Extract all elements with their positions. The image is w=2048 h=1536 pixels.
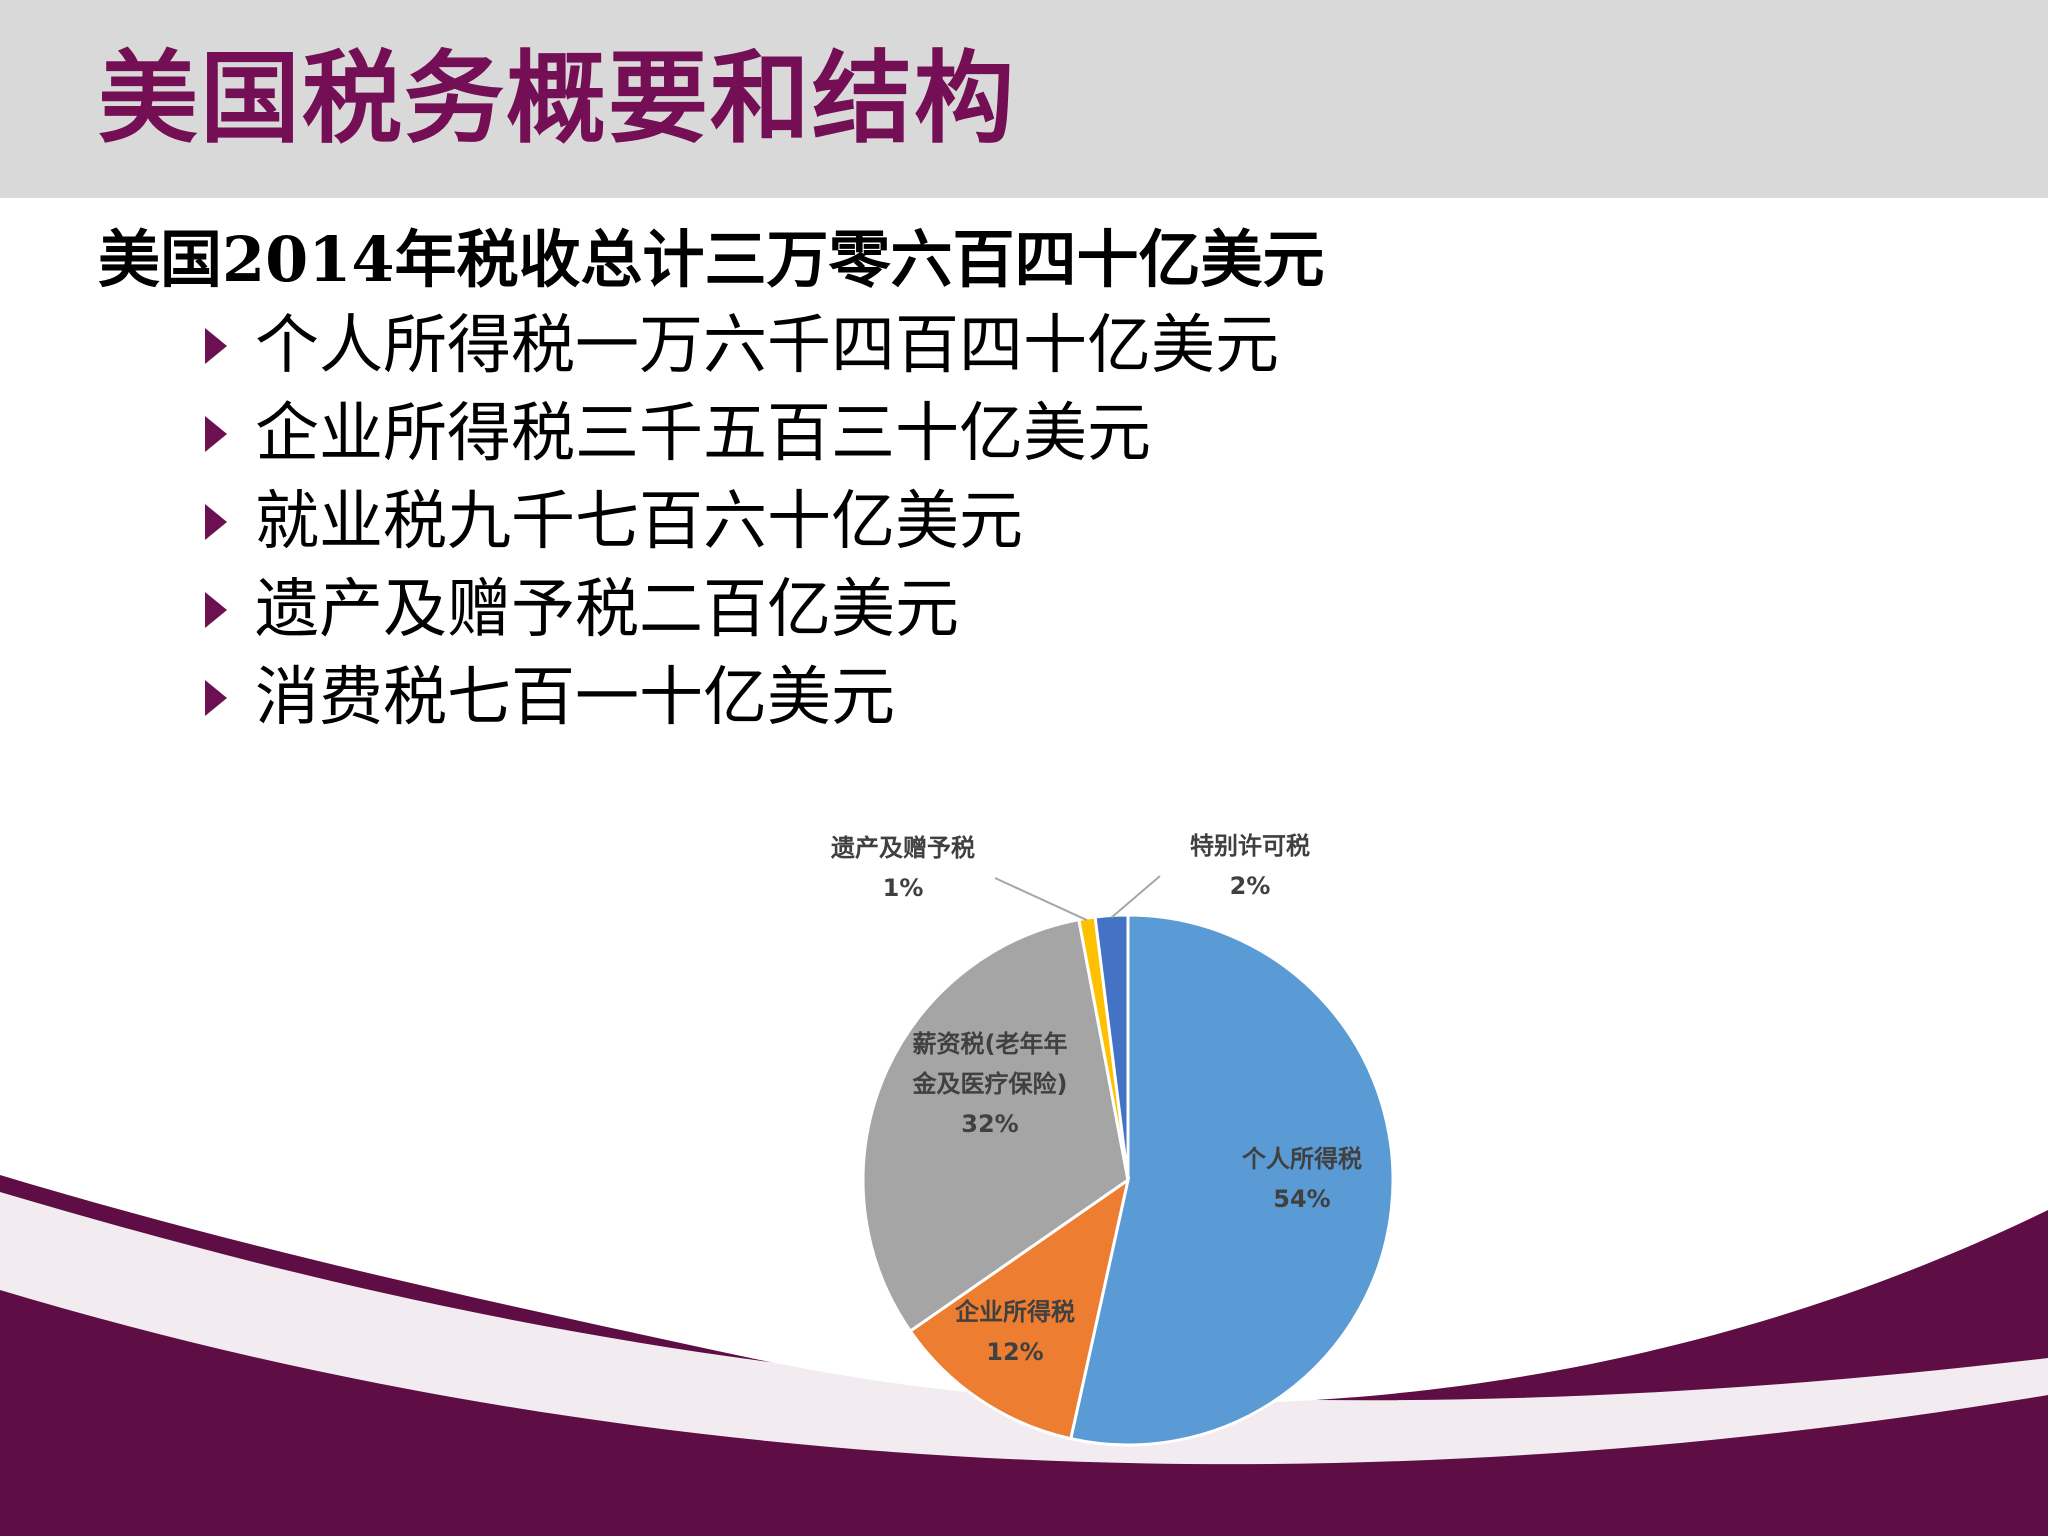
data-label-category: 企业所得税: [955, 1298, 1075, 1326]
data-label-percent: 54%: [1273, 1185, 1330, 1213]
pie-slice: [861, 917, 1130, 1334]
data-label-percent: 32%: [961, 1110, 1018, 1138]
summary-line: 美国2014年税收总计三万零六百四十亿美元: [98, 223, 1325, 296]
pie-slices: [861, 913, 1395, 1447]
triangle-bullet-icon: [205, 680, 227, 716]
data-label-category: 个人所得税: [1242, 1145, 1362, 1173]
data-label-category: 薪资税(老年年: [913, 1030, 1068, 1058]
data-label-category: 特别许可税: [1190, 832, 1310, 860]
leader-line: [1110, 875, 1161, 919]
triangle-bullet-icon: [205, 416, 227, 452]
bullet-text: 企业所得税三千五百三十亿美元: [255, 397, 1151, 471]
pie-slice: [1068, 913, 1395, 1447]
data-label-category: 遗产及赠予税: [830, 834, 975, 862]
data-label-percent: 12%: [986, 1338, 1043, 1366]
bottom-white-band: [0, 1192, 2048, 1465]
data-label-percent: 2%: [1230, 872, 1271, 900]
slide-title: 美国税务概要和结构: [98, 39, 1016, 157]
leader-line: [994, 877, 1088, 922]
bullet-text: 遗产及赠予税二百亿美元: [255, 573, 959, 647]
data-label-category: 金及医疗保险): [912, 1070, 1068, 1098]
leader-lines: [994, 875, 1161, 922]
triangle-bullet-icon: [205, 592, 227, 628]
bullet-text: 消费税七百一十亿美元: [255, 661, 895, 735]
title-bar: 美国税务概要和结构: [0, 0, 2048, 198]
pie-slice: [908, 1176, 1131, 1441]
triangle-bullet-icon: [205, 328, 227, 364]
bullet-text: 个人所得税一万六千四百四十亿美元: [255, 309, 1279, 383]
triangle-bullet-icon: [205, 504, 227, 540]
data-label-percent: 1%: [883, 874, 924, 902]
bullet-text: 就业税九千七百六十亿美元: [255, 485, 1023, 559]
pie-slice: [1093, 913, 1130, 1181]
